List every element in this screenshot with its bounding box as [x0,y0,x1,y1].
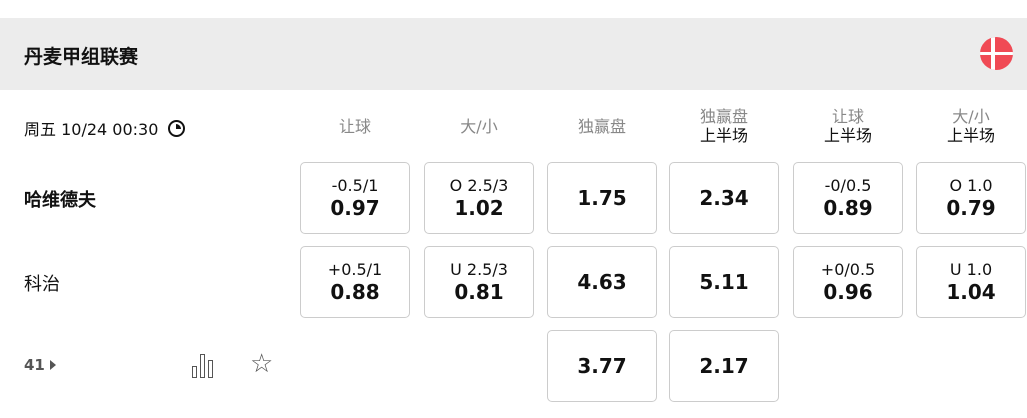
away-team: 科治 [24,274,60,295]
odds-button[interactable]: -0.5/1 0.97 [300,162,410,234]
odds-button[interactable]: U 2.5/3 0.81 [424,246,534,318]
odds-button[interactable]: 2.34 [669,162,779,234]
more-markets-button[interactable]: 41 [24,356,56,374]
odds-line: +0.5/1 [327,260,383,279]
odds-value: 0.96 [823,280,873,304]
column-title: 大/小 [952,107,990,126]
odds-button[interactable]: +0/0.5 0.96 [793,246,903,318]
odds-button[interactable]: -0/0.5 0.89 [793,162,903,234]
odds-line: +0/0.5 [820,260,876,279]
odds-value: 0.79 [946,196,996,220]
draw-odds-button[interactable]: 3.77 [547,330,657,402]
home-team: 哈维德夫 [24,190,96,211]
column-header: 独赢盘 上半场 [669,106,779,146]
favorite-star-icon[interactable]: ☆ [250,349,274,379]
odds-value: 2.17 [699,354,749,378]
column-title: 让球 [338,116,371,136]
odds-button[interactable]: 4.63 [547,246,657,318]
odds-line: U 2.5/3 [450,260,508,279]
column-header: 独赢盘 [547,106,657,146]
match-time: 周五 10/24 00:30 [24,116,186,140]
odds-button[interactable]: O 1.0 0.79 [916,162,1026,234]
match-time-text: 周五 10/24 00:30 [24,120,159,139]
caret-right-icon [49,360,56,370]
odds-button[interactable]: 1.75 [547,162,657,234]
column-title: 让球 [831,107,864,126]
odds-button[interactable]: O 2.5/3 1.02 [424,162,534,234]
column-subtitle: 上半场 [946,126,995,145]
odds-line: U 1.0 [949,260,993,279]
odds-value: 3.77 [577,354,627,378]
odds-line: O 1.0 [949,176,993,195]
odds-value: 5.11 [699,270,749,294]
odds-line: -0.5/1 [331,176,379,195]
column-subtitle: 上半场 [823,126,872,145]
league-header: 丹麦甲组联赛 [0,18,1027,90]
column-title: 独赢盘 [699,107,748,126]
clock-icon [168,119,186,137]
league-title: 丹麦甲组联赛 [24,46,139,68]
column-header: 让球 [300,106,410,146]
odds-value: 0.89 [823,196,873,220]
more-count: 41 [24,356,45,374]
odds-value: 4.63 [577,270,627,294]
draw-odds-button[interactable]: 2.17 [669,330,779,402]
denmark-flag-icon [980,37,1013,70]
odds-value: 1.75 [577,186,627,210]
odds-value: 0.97 [330,196,380,220]
column-title: 大/小 [460,116,498,136]
column-subtitle: 上半场 [699,126,748,145]
column-header: 大/小 [424,106,534,146]
odds-value: 1.04 [946,280,996,304]
odds-line: O 2.5/3 [449,176,509,195]
odds-button[interactable]: U 1.0 1.04 [916,246,1026,318]
column-title: 独赢盘 [577,116,626,136]
odds-value: 2.34 [699,186,749,210]
column-header: 大/小 上半场 [916,106,1026,146]
odds-value: 0.88 [330,280,380,304]
odds-value: 0.81 [454,280,504,304]
odds-button[interactable]: +0.5/1 0.88 [300,246,410,318]
stats-icon[interactable] [192,352,216,378]
odds-button[interactable]: 5.11 [669,246,779,318]
column-header: 让球 上半场 [793,106,903,146]
odds-line: -0/0.5 [824,176,872,195]
odds-value: 1.02 [454,196,504,220]
